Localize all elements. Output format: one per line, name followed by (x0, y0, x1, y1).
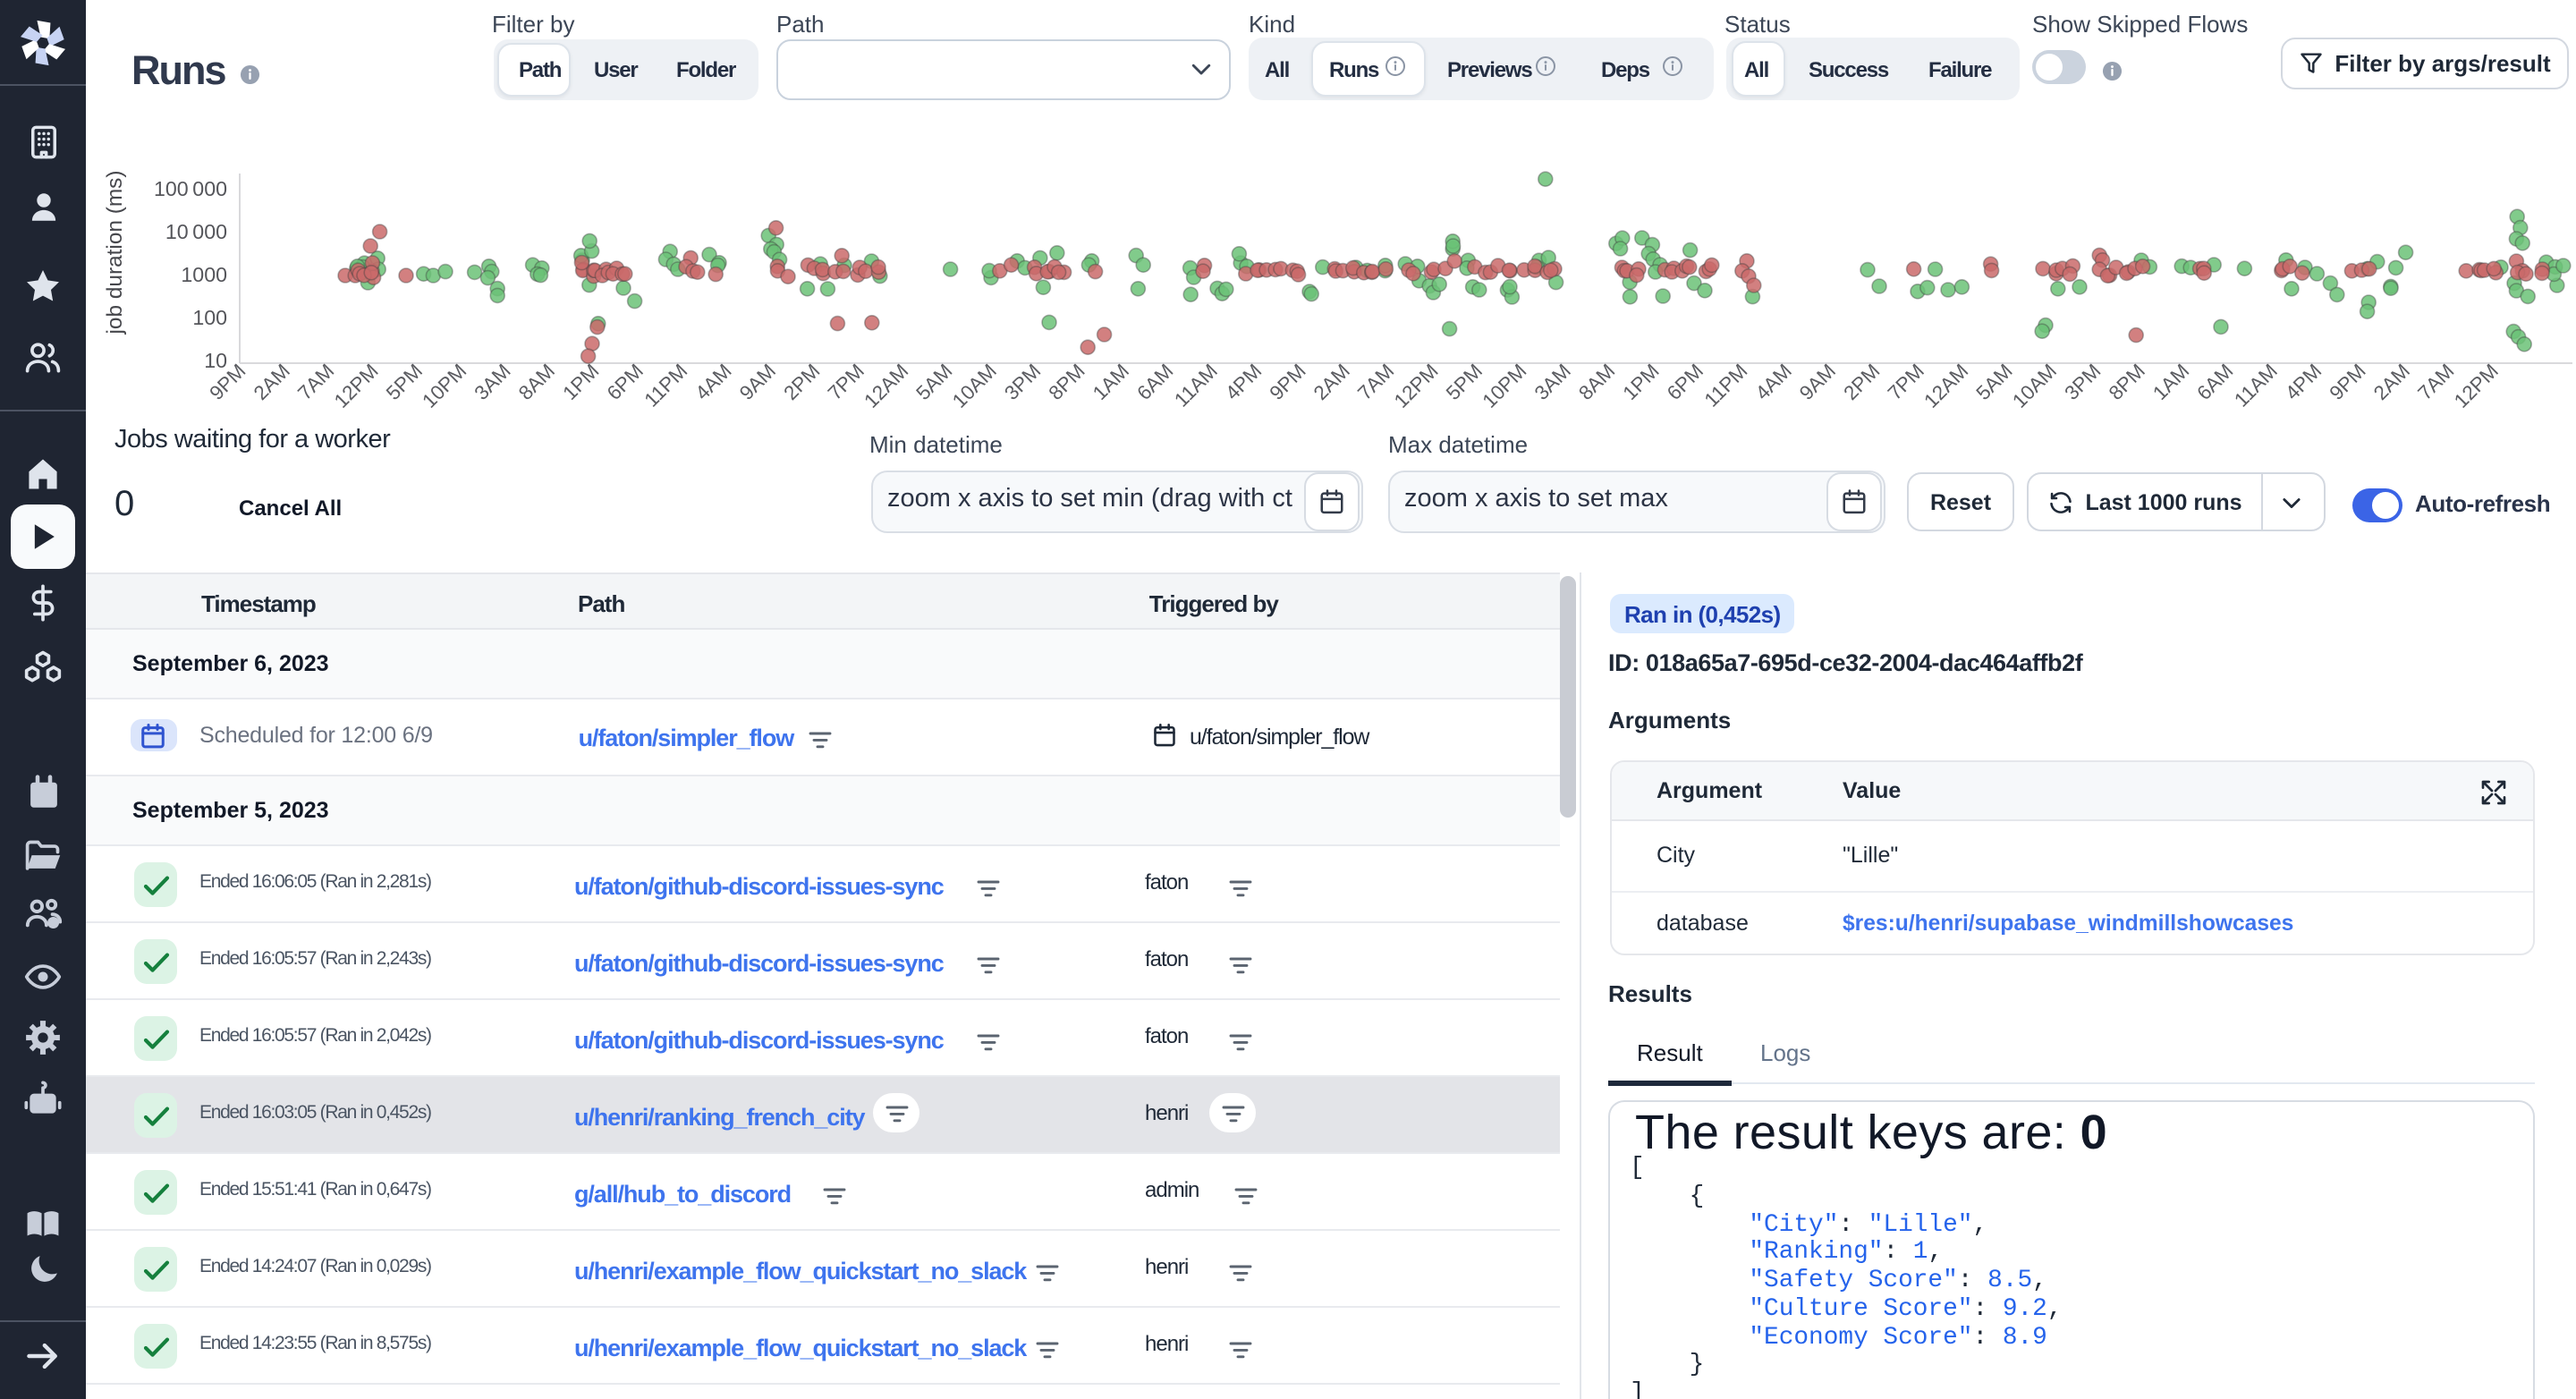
svg-text:4PM: 4PM (1221, 360, 1266, 404)
svg-text:6PM: 6PM (1663, 360, 1707, 404)
svg-text:10PM: 10PM (418, 360, 470, 412)
svg-text:1AM: 1AM (2148, 360, 2193, 404)
svg-text:10: 10 (204, 349, 227, 372)
svg-text:8PM: 8PM (1044, 360, 1089, 404)
svg-text:11AM: 11AM (2230, 360, 2282, 411)
svg-text:3AM: 3AM (1530, 360, 1575, 404)
svg-text:11PM: 11PM (640, 360, 691, 411)
svg-text:8AM: 8AM (1574, 360, 1619, 404)
svg-text:8AM: 8AM (514, 360, 559, 404)
svg-text:12PM: 12PM (2450, 360, 2503, 412)
svg-text:9AM: 9AM (1795, 360, 1840, 404)
svg-text:11PM: 11PM (1700, 360, 1752, 411)
svg-text:11AM: 11AM (1170, 360, 1222, 411)
svg-text:100 000: 100 000 (154, 177, 227, 200)
svg-text:10PM: 10PM (1478, 360, 1530, 412)
svg-text:3PM: 3PM (1000, 360, 1045, 404)
svg-text:6AM: 6AM (2192, 360, 2237, 404)
svg-text:3PM: 3PM (2060, 360, 2105, 404)
svg-text:9PM: 9PM (2325, 360, 2369, 404)
svg-text:9PM: 9PM (1265, 360, 1309, 404)
svg-text:3AM: 3AM (470, 360, 514, 404)
svg-text:10 000: 10 000 (165, 220, 227, 243)
svg-text:100: 100 (192, 306, 227, 329)
svg-text:12AM: 12AM (1919, 360, 1972, 412)
svg-text:10AM: 10AM (2008, 360, 2061, 412)
svg-text:1AM: 1AM (1089, 360, 1133, 404)
svg-text:1PM: 1PM (558, 360, 603, 404)
svg-text:6PM: 6PM (603, 360, 648, 404)
svg-text:1PM: 1PM (1618, 360, 1663, 404)
svg-text:8PM: 8PM (2105, 360, 2149, 404)
svg-text:2PM: 2PM (779, 360, 824, 404)
svg-text:2AM: 2AM (2369, 360, 2414, 404)
svg-text:job duration (ms): job duration (ms) (103, 170, 127, 335)
svg-text:2PM: 2PM (1839, 360, 1884, 404)
svg-text:2AM: 2AM (1309, 360, 1354, 404)
svg-text:12PM: 12PM (330, 360, 383, 412)
svg-text:4AM: 4AM (691, 360, 735, 404)
svg-text:6AM: 6AM (1132, 360, 1177, 404)
svg-text:4AM: 4AM (1751, 360, 1796, 404)
svg-text:9AM: 9AM (735, 360, 780, 404)
svg-text:12AM: 12AM (860, 360, 912, 412)
svg-text:4PM: 4PM (2281, 360, 2326, 404)
svg-text:2AM: 2AM (250, 360, 294, 404)
svg-text:10AM: 10AM (948, 360, 1001, 412)
svg-text:12PM: 12PM (1390, 360, 1443, 412)
svg-text:1000: 1000 (181, 263, 227, 286)
